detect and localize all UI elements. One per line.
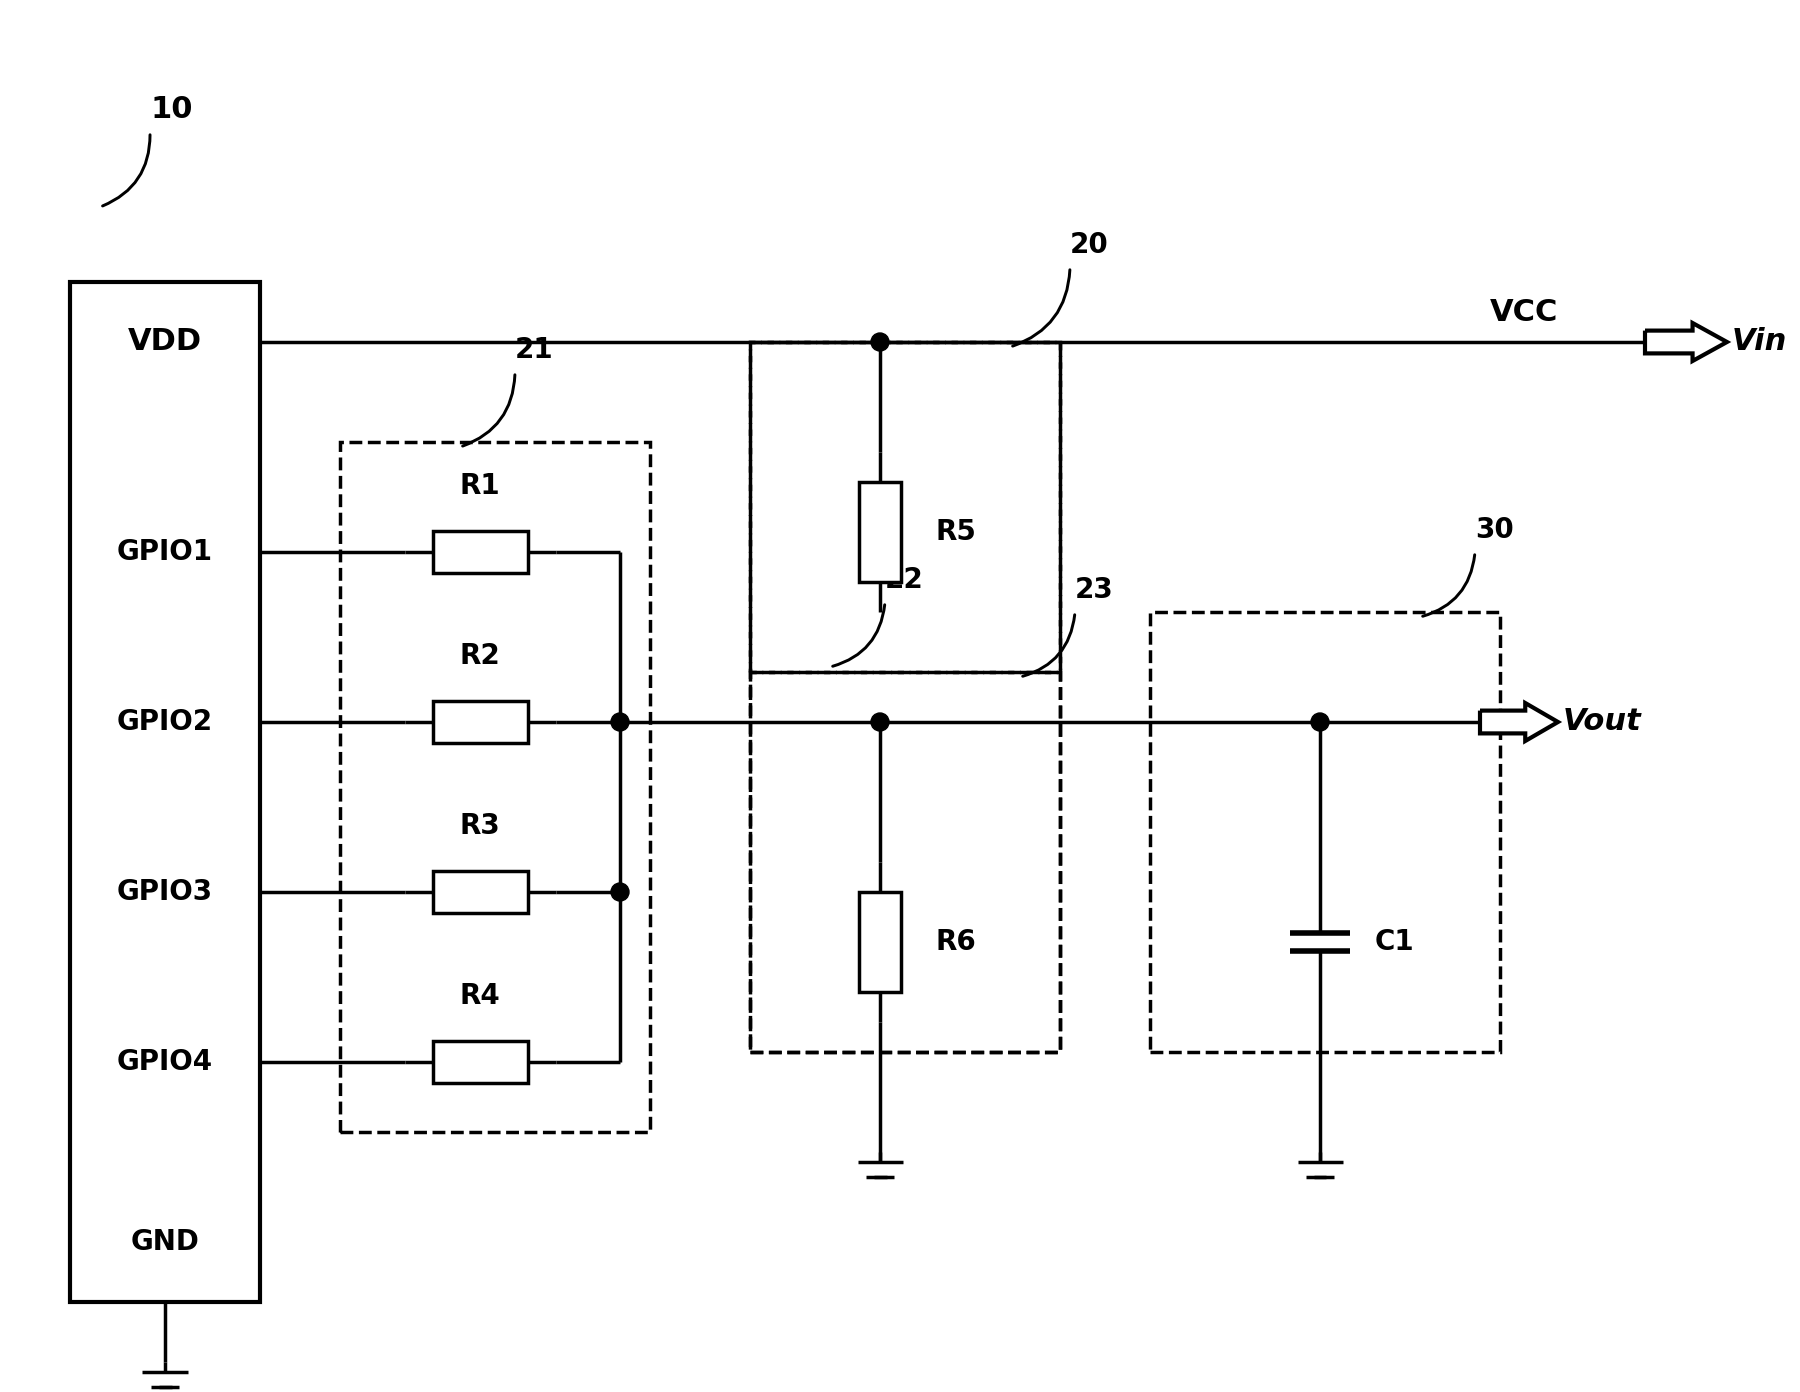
Bar <box>340 443 650 1132</box>
Text: VCC: VCC <box>1490 298 1559 327</box>
Text: C1: C1 <box>1375 928 1415 956</box>
Text: 30: 30 <box>1474 516 1514 544</box>
Circle shape <box>610 713 628 731</box>
Bar <box>859 482 902 582</box>
Bar <box>432 702 527 743</box>
Text: 10: 10 <box>149 95 193 124</box>
Text: R5: R5 <box>934 518 976 546</box>
Circle shape <box>871 713 889 731</box>
Text: GND: GND <box>131 1228 200 1256</box>
Bar <box>432 1041 527 1083</box>
Text: Vin: Vin <box>1732 327 1787 356</box>
Text: R2: R2 <box>459 642 500 670</box>
Text: 22: 22 <box>886 567 923 594</box>
Bar <box>751 672 1060 1052</box>
Circle shape <box>610 883 628 901</box>
Bar <box>859 892 902 992</box>
Circle shape <box>1310 713 1328 731</box>
Text: GPIO1: GPIO1 <box>117 537 212 567</box>
Text: GPIO4: GPIO4 <box>117 1048 212 1076</box>
Text: R4: R4 <box>459 981 500 1011</box>
Bar <box>432 871 527 913</box>
Bar <box>70 283 259 1302</box>
Bar <box>432 530 527 574</box>
Circle shape <box>871 333 889 351</box>
Text: R1: R1 <box>459 472 500 500</box>
Text: Vout: Vout <box>1562 707 1642 736</box>
Text: R3: R3 <box>459 812 500 839</box>
Text: 21: 21 <box>515 335 554 363</box>
Text: R6: R6 <box>934 928 976 956</box>
Polygon shape <box>1645 323 1726 361</box>
Text: VDD: VDD <box>128 327 202 356</box>
Text: 23: 23 <box>1075 576 1114 604</box>
Text: GPIO2: GPIO2 <box>117 709 212 736</box>
Bar <box>751 342 1060 672</box>
Polygon shape <box>1480 703 1559 741</box>
Text: 20: 20 <box>1069 231 1109 259</box>
Text: GPIO3: GPIO3 <box>117 878 212 906</box>
Bar <box>751 342 1060 1052</box>
Bar <box>1150 612 1499 1052</box>
